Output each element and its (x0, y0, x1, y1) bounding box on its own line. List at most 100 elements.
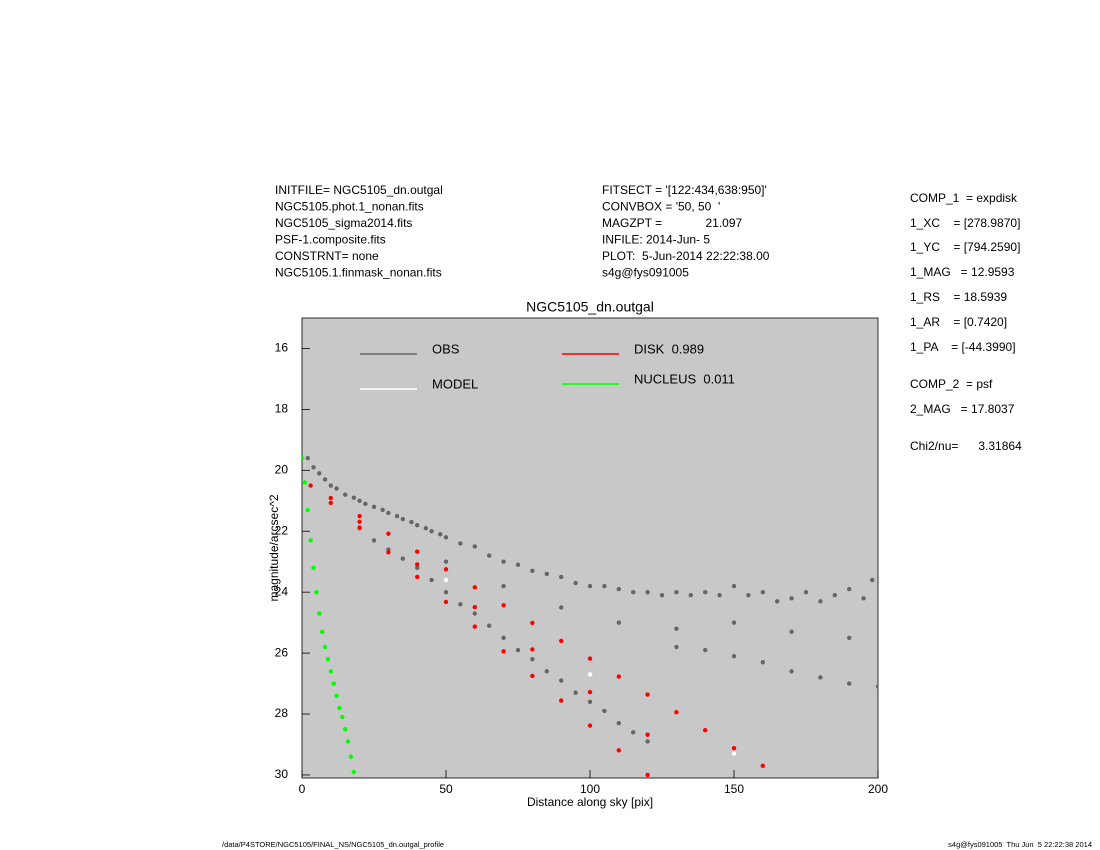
data-point (602, 708, 607, 714)
data-point (331, 681, 336, 686)
component-line: Chi2/nu= 3.31864 (910, 439, 1022, 453)
data-point (308, 483, 313, 488)
data-point (328, 495, 333, 501)
data-point (587, 723, 593, 728)
data-point (325, 656, 331, 662)
y-tick-label: 26 (275, 645, 289, 659)
data-point (760, 763, 765, 769)
data-point (314, 589, 319, 595)
data-point (789, 596, 794, 601)
info-left-line: CONSTRNT= none (275, 249, 379, 263)
info-middle-line: PLOT: 5-Jun-2014 22:22:38.00 (602, 249, 770, 263)
y-tick-label: 30 (275, 767, 289, 781)
data-point (659, 593, 665, 598)
data-point (443, 577, 449, 583)
data-point (400, 516, 405, 522)
data-point (386, 531, 391, 536)
data-point (674, 589, 679, 595)
data-point (847, 681, 852, 686)
info-left-line: NGC5105.1.finmask_nonan.fits (275, 266, 442, 280)
data-point (472, 624, 477, 629)
y-tick-label: 16 (275, 341, 289, 355)
info-middle-line: MAGZPT = 21.097 (602, 216, 742, 230)
data-point (760, 660, 765, 665)
data-point (429, 529, 434, 534)
component-line: 1_RS = 18.5939 (910, 290, 1007, 304)
data-point (530, 656, 535, 662)
data-point (351, 495, 357, 500)
data-point (328, 500, 333, 506)
data-point (415, 565, 420, 571)
data-point (731, 751, 737, 756)
data-point (559, 698, 564, 703)
data-point (337, 705, 342, 711)
data-point (386, 550, 391, 555)
y-tick-label: 20 (275, 462, 289, 476)
data-point (746, 593, 751, 598)
info-middle-line: FITSECT = '[122:434,638:950]' (602, 183, 767, 197)
info-left-line: NGC5105.phot.1_nonan.fits (275, 200, 424, 214)
component-line: 1_MAG = 12.9593 (910, 265, 1015, 279)
data-point (357, 513, 362, 519)
data-point (645, 692, 650, 697)
component-line: 1_AR = [0.7420] (910, 315, 1007, 329)
data-point (322, 477, 328, 482)
data-point (343, 492, 348, 497)
data-point (847, 586, 852, 592)
data-point (305, 507, 310, 513)
data-point (559, 638, 564, 644)
data-point (345, 739, 351, 744)
data-point (587, 656, 593, 661)
data-point (731, 583, 737, 589)
info-left-line: PSF-1.composite.fits (275, 233, 386, 247)
data-point (631, 589, 636, 595)
y-tick-label: 24 (275, 584, 289, 598)
data-point (438, 532, 443, 537)
x-tick-label: 200 (868, 782, 888, 796)
data-point (386, 510, 391, 516)
y-tick-label: 28 (275, 706, 289, 720)
data-point (847, 635, 852, 641)
x-tick-label: 100 (580, 782, 600, 796)
data-point (443, 599, 449, 605)
data-point (818, 675, 823, 680)
x-axis-label: Distance along sky [pix] (527, 795, 653, 809)
y-axis-label: magnitude/arcsec^2 (267, 494, 281, 601)
data-point (530, 568, 535, 574)
data-point (703, 647, 708, 653)
data-point (789, 629, 794, 634)
data-point (415, 549, 420, 554)
data-point (357, 525, 362, 530)
data-point (616, 748, 621, 753)
legend-label: NUCLEUS 0.011 (634, 371, 735, 386)
data-point (515, 562, 521, 567)
component-line: 1_PA = [-44.3990] (910, 340, 1016, 354)
data-point (587, 672, 593, 677)
data-point (544, 669, 549, 674)
legend-label: MODEL (432, 376, 478, 391)
info-middle-line: INFILE: 2014-Jun- 5 (602, 233, 710, 247)
data-point (688, 593, 693, 598)
data-point (351, 769, 357, 775)
data-point (305, 455, 310, 461)
data-point (371, 504, 377, 510)
data-point (875, 684, 878, 689)
y-tick-label: 18 (275, 402, 289, 416)
data-point (703, 589, 708, 595)
data-point (415, 522, 420, 528)
data-point (322, 644, 328, 650)
data-point (302, 480, 308, 485)
data-point (674, 709, 679, 715)
data-point (501, 635, 506, 641)
data-point (343, 727, 348, 732)
data-point (357, 498, 362, 503)
data-point (717, 593, 722, 598)
data-point (458, 602, 463, 607)
data-point (400, 556, 405, 561)
data-point (487, 623, 492, 628)
data-point (616, 620, 621, 625)
data-point (703, 727, 708, 733)
data-point (363, 501, 368, 507)
data-point (443, 559, 449, 564)
data-point (415, 562, 420, 567)
